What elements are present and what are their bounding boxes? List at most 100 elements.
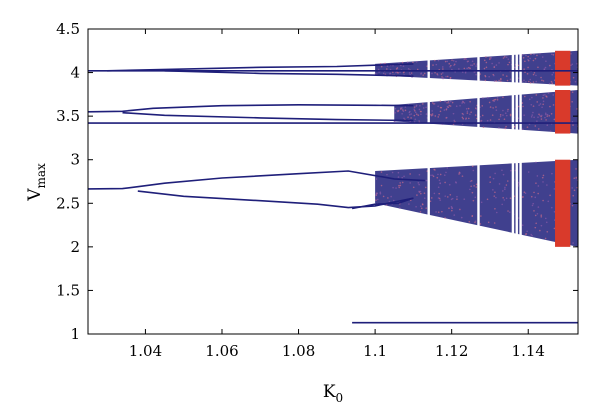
y-tick-label: 3 (70, 151, 80, 169)
chaotic-point (491, 114, 494, 116)
chaotic-point (531, 234, 533, 237)
plot-data (88, 29, 578, 334)
chaotic-point (571, 121, 574, 123)
chaotic-point (380, 65, 383, 68)
chaotic-point (408, 111, 411, 114)
chaotic-point (437, 116, 440, 118)
chaotic-point (451, 207, 453, 209)
chaotic-point (461, 116, 464, 119)
chaotic-point (458, 68, 460, 70)
chaotic-point (409, 73, 411, 76)
chaotic-region (375, 159, 578, 247)
chaotic-point (475, 186, 478, 188)
chaotic-point (545, 119, 547, 121)
chaotic-point (410, 117, 412, 119)
chaotic-point (571, 91, 574, 93)
chaotic-point (529, 82, 532, 84)
chaotic-point (481, 114, 484, 117)
chaotic-point (465, 58, 468, 60)
chaotic-point (441, 76, 443, 78)
chaotic-point (461, 100, 464, 103)
chaotic-point (449, 76, 452, 79)
chaotic-point (550, 80, 553, 83)
chaotic-point (532, 59, 535, 62)
chaotic-point (507, 108, 509, 111)
chaotic-point (419, 110, 422, 113)
chaotic-point (380, 184, 383, 187)
chaotic-point (415, 104, 418, 107)
chaotic-point (495, 64, 498, 66)
chaotic-point (401, 107, 403, 109)
chaotic-point (523, 79, 525, 82)
chaotic-point (446, 60, 449, 63)
chaotic-point (420, 205, 422, 208)
chaotic-point (533, 210, 535, 212)
chaotic-point (425, 207, 428, 209)
chaotic-point (386, 68, 388, 70)
chaotic-point (486, 198, 489, 201)
chaotic-point (397, 171, 400, 174)
chaotic-point (510, 169, 512, 172)
chaotic-point (379, 191, 382, 194)
chaotic-point (435, 211, 437, 213)
chaotic-point (504, 127, 506, 130)
chaotic-point (422, 103, 424, 105)
chaotic-point (494, 207, 496, 210)
chaotic-point (404, 106, 407, 108)
chaotic-point (465, 108, 468, 110)
chaotic-point (432, 64, 434, 66)
chaotic-point (410, 113, 412, 115)
chaotic-point (493, 80, 496, 82)
chaotic-point (549, 130, 552, 132)
chaotic-point (401, 109, 404, 111)
x-tick-label: 1.08 (282, 342, 315, 360)
chaotic-point (395, 187, 397, 189)
chaotic-point (474, 220, 477, 222)
chaotic-point (409, 182, 411, 184)
chaotic-point (535, 182, 537, 184)
chaotic-point (382, 72, 385, 75)
chaotic-point (437, 186, 440, 189)
chaotic-point (525, 81, 527, 83)
chaotic-point (446, 101, 448, 104)
chaotic-point (535, 94, 538, 96)
chaotic-point (396, 67, 399, 69)
chaotic-point (466, 67, 468, 70)
chaotic-point (397, 109, 400, 112)
chaotic-point (539, 52, 541, 55)
chaotic-point (500, 77, 502, 80)
chaotic-point (548, 114, 551, 117)
chaotic-point (403, 175, 405, 178)
chaotic-point (507, 210, 509, 212)
chaotic-point (526, 230, 528, 233)
x-tick-label: 1.1 (363, 342, 387, 360)
chaotic-point (505, 197, 508, 200)
chaotic-point (499, 115, 502, 118)
chaotic-point (505, 56, 508, 59)
chaotic-point (403, 117, 405, 120)
chaotic-point (380, 171, 383, 173)
chaotic-point (493, 222, 496, 224)
y-axis-label-sub: max (34, 163, 48, 189)
chaotic-point (534, 226, 537, 229)
chaotic-point (536, 101, 539, 103)
chaotic-point (552, 71, 555, 74)
chaotic-point (451, 209, 453, 212)
chaotic-point (535, 80, 538, 83)
chaotic-point (474, 114, 477, 116)
chaotic-point (444, 195, 447, 197)
chaotic-point (522, 105, 524, 108)
chaotic-point (507, 63, 509, 66)
chaotic-point (501, 190, 504, 192)
chaotic-point (425, 179, 428, 182)
chaotic-point (463, 67, 466, 70)
chaotic-point (448, 62, 451, 65)
y-tick-label: 2.5 (56, 194, 80, 212)
chaotic-point (472, 169, 475, 172)
chaotic-point (540, 76, 542, 79)
chaotic-point (431, 113, 434, 115)
x-axis-label-sub: 0 (336, 391, 344, 405)
chaotic-point (482, 126, 485, 129)
chaotic-point (492, 189, 494, 191)
chaotic-point (522, 196, 524, 198)
